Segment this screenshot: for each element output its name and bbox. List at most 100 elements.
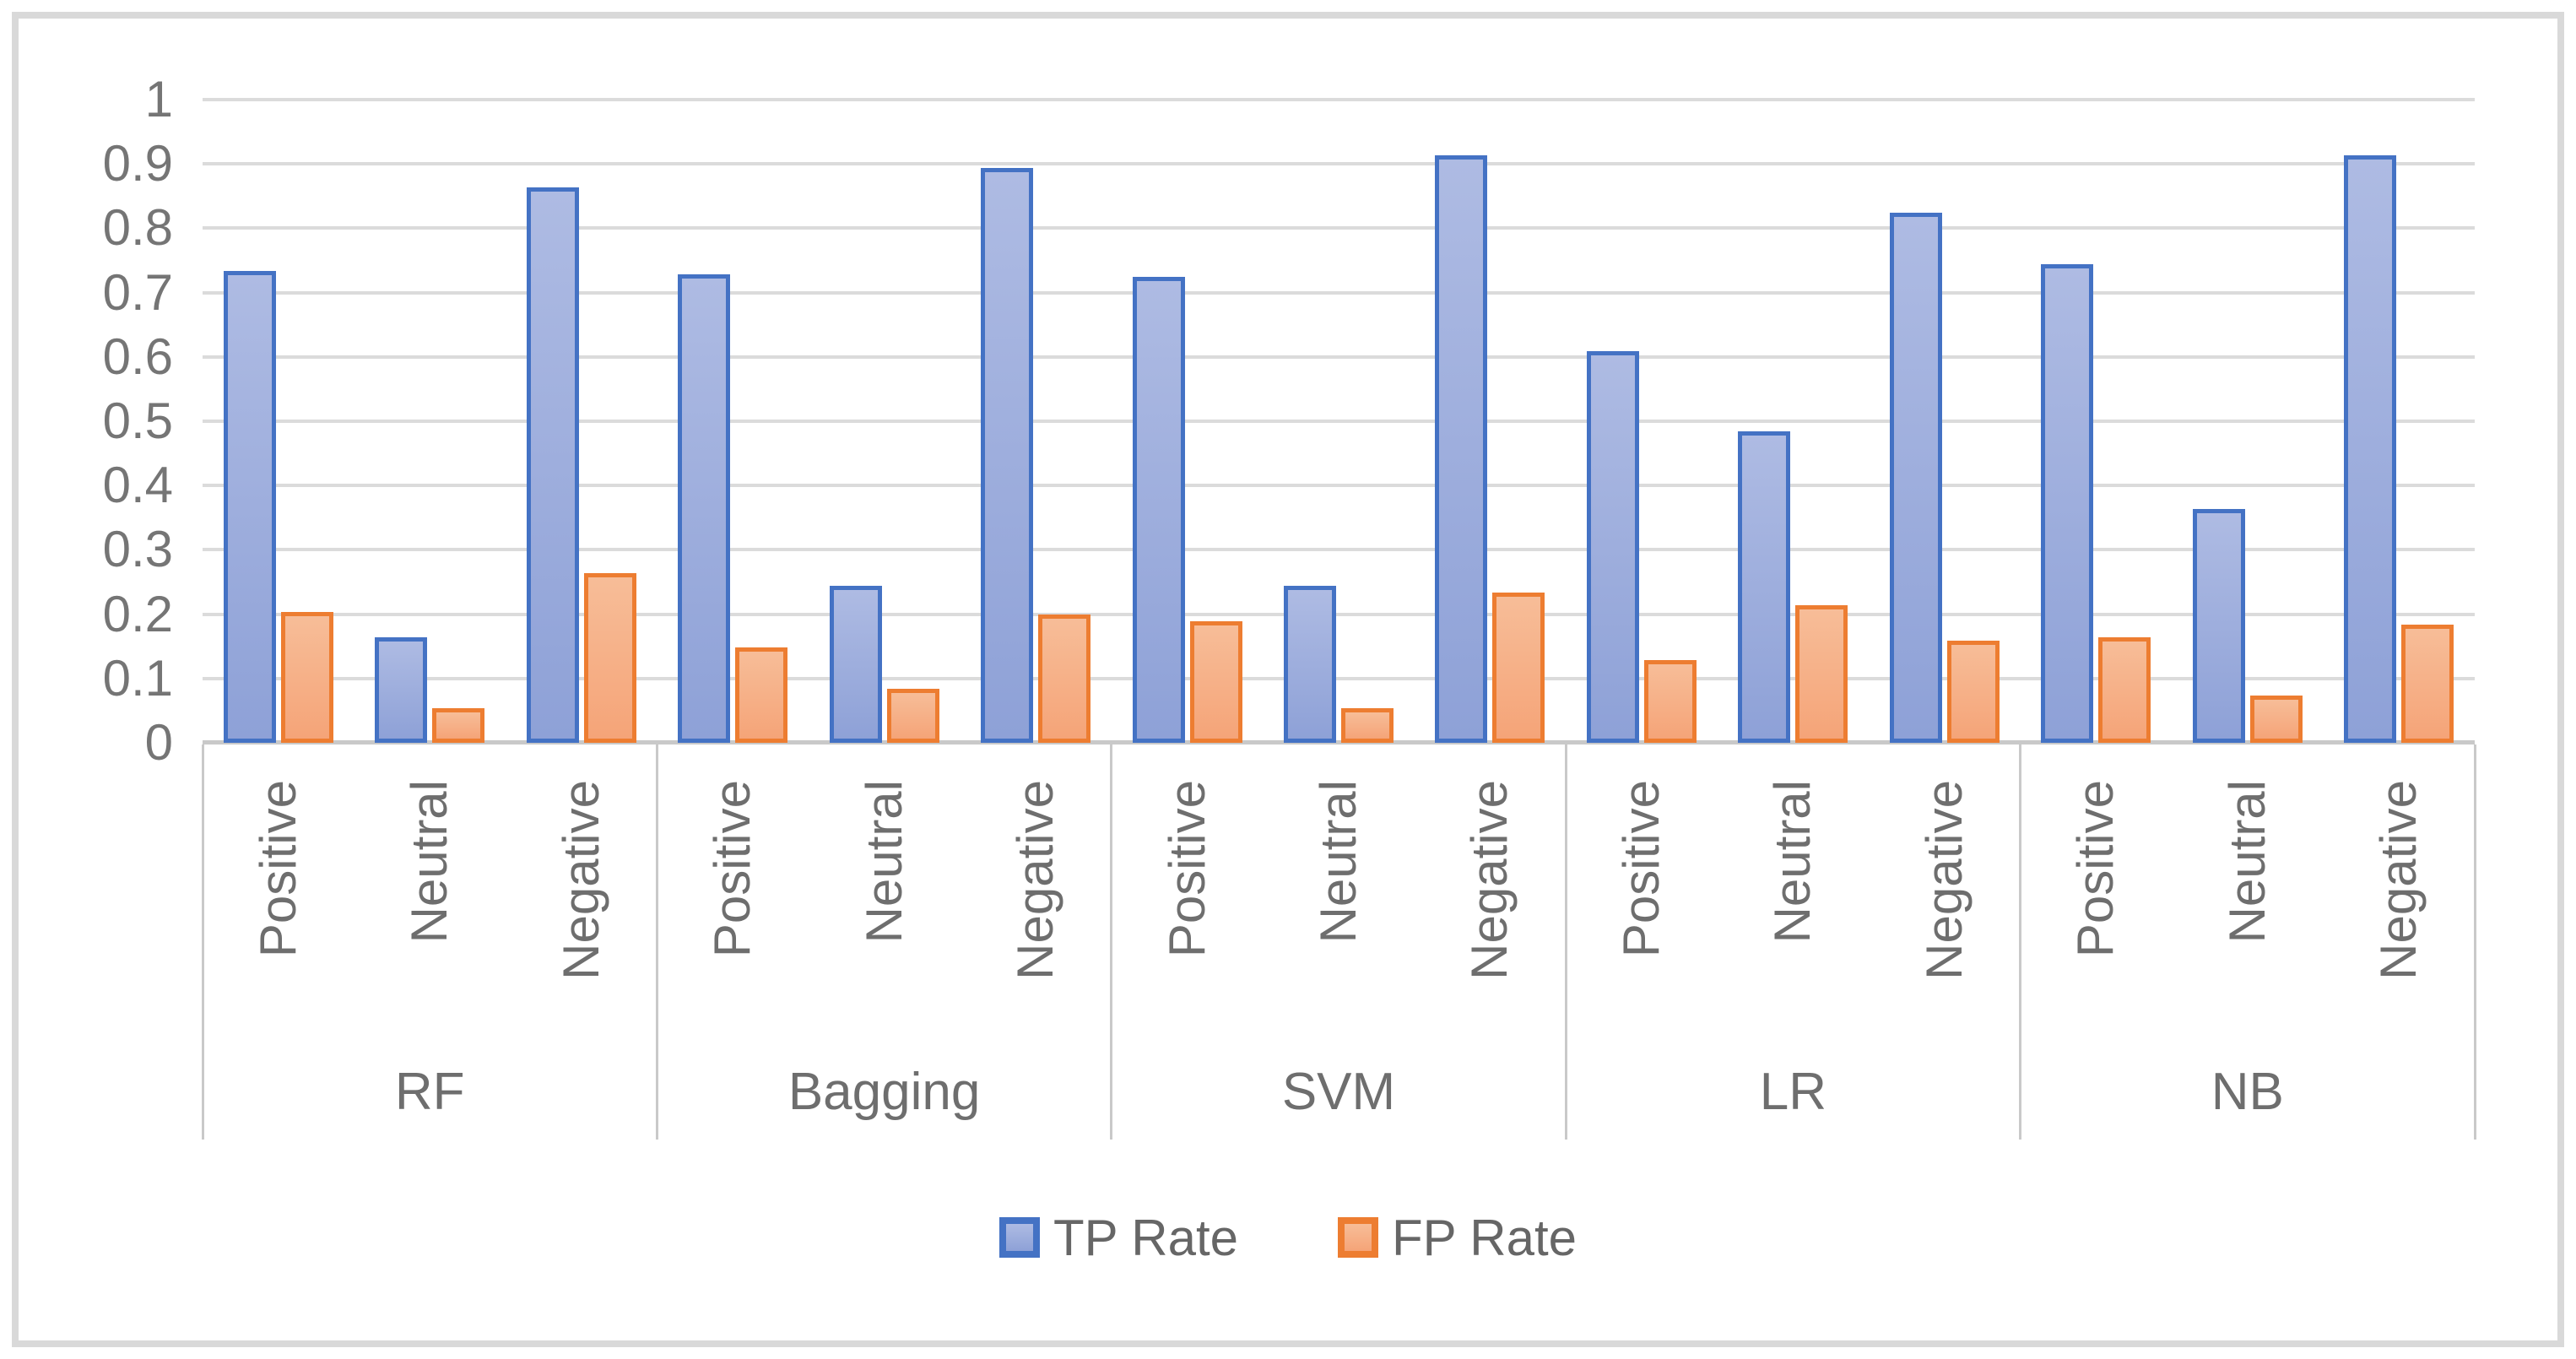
x-axis-line — [203, 740, 2475, 744]
gridline — [203, 290, 2475, 295]
category-label-neutral: Neutral — [1764, 780, 1821, 944]
category-label-row: Positive Neutral Negative — [203, 744, 657, 1040]
bar-fp-rate-bagging-negative — [1038, 615, 1091, 743]
bar-tp-rate-nb-positive — [2041, 264, 2094, 743]
category-label-neutral: Neutral — [1310, 780, 1367, 944]
bar-pair-bagging-negative — [960, 100, 1111, 743]
bar-pair-svm-negative — [1415, 100, 1566, 743]
gridline — [203, 676, 2475, 680]
bar-fp-rate-rf-positive — [280, 612, 333, 743]
bar-tp-rate-bagging-neutral — [829, 586, 882, 743]
axis-group-nb: Positive Neutral Negative NB — [2021, 744, 2475, 1141]
bar-tp-rate-bagging-positive — [678, 274, 731, 743]
legend: TP Rate FP Rate — [0, 1197, 2576, 1278]
axis-divider — [2019, 744, 2022, 1140]
category-cell: Negative — [2324, 744, 2475, 1040]
bar-group-lr — [1566, 100, 2020, 743]
bar-tp-rate-rf-negative — [526, 187, 579, 743]
y-tick-label: 0.7 — [102, 263, 173, 321]
axis-group-bagging: Positive Neutral Negative Bagging — [657, 744, 1111, 1141]
bar-fp-rate-bagging-positive — [735, 647, 788, 743]
gridline — [203, 420, 2475, 423]
category-label-positive: Positive — [704, 780, 761, 958]
bar-tp-rate-rf-positive — [223, 271, 276, 743]
axis-divider — [1110, 744, 1113, 1140]
category-label-neutral: Neutral — [2218, 780, 2276, 944]
axis-divider — [201, 744, 204, 1140]
category-label-neutral: Neutral — [855, 780, 912, 944]
axis-group-svm: Positive Neutral Negative SVM — [1112, 744, 1566, 1141]
bar-fp-rate-nb-neutral — [2249, 696, 2303, 743]
y-tick-label: 0.2 — [102, 585, 173, 642]
category-label-neutral: Neutral — [401, 780, 458, 944]
category-label-negative: Negative — [1915, 780, 1973, 980]
legend-label-tp-rate: TP Rate — [1053, 1209, 1238, 1266]
category-cell: Positive — [203, 744, 354, 1040]
group-label-bagging: Bagging — [787, 1062, 981, 1121]
bar-fp-rate-rf-neutral — [432, 708, 485, 743]
gridline — [203, 226, 2475, 230]
bar-tp-rate-rf-neutral — [375, 637, 428, 743]
bar-pair-rf-negative — [506, 100, 657, 743]
category-cell: Positive — [2021, 744, 2172, 1040]
group-label-rf: RF — [394, 1062, 465, 1121]
category-label-negative: Negative — [1007, 780, 1064, 980]
bar-fp-rate-nb-positive — [2098, 637, 2151, 743]
axis-group-lr: Positive Neutral Negative LR — [1566, 744, 2020, 1141]
bar-fp-rate-lr-positive — [1643, 660, 1697, 743]
plot-area — [203, 100, 2475, 743]
axis-group-rf: Positive Neutral Negative RF — [203, 744, 657, 1141]
legend-swatch-tp-rate-icon — [999, 1217, 1040, 1258]
category-cell: Negative — [1869, 744, 2020, 1040]
bar-group-svm — [1112, 100, 1566, 743]
bar-fp-rate-lr-neutral — [1795, 605, 1848, 743]
bar-pair-nb-negative — [2324, 100, 2475, 743]
group-label-svm: SVM — [1281, 1062, 1396, 1121]
category-cell: Positive — [1112, 744, 1263, 1040]
y-tick-label: 0 — [144, 714, 173, 771]
x-axis-labels: Positive Neutral Negative RF Positive Neutral… — [203, 744, 2475, 1141]
category-cell: Negative — [960, 744, 1111, 1040]
bar-group-bagging — [657, 100, 1111, 743]
category-label-row: Positive Neutral Negative — [2021, 744, 2475, 1040]
category-label-positive: Positive — [1612, 780, 1670, 958]
category-label-row: Positive Neutral Negative — [1566, 744, 2020, 1040]
category-cell: Negative — [506, 744, 657, 1040]
y-tick-label: 1 — [144, 71, 173, 127]
legend-label-fp-rate: FP Rate — [1392, 1209, 1577, 1266]
gridline — [203, 355, 2475, 359]
bar-tp-rate-lr-positive — [1586, 351, 1639, 743]
category-label-negative: Negative — [2370, 780, 2427, 980]
gridline — [203, 98, 2475, 101]
y-tick-label: 0.9 — [102, 135, 173, 192]
legend-item-tp-rate: TP Rate — [999, 1209, 1238, 1267]
bar-pair-bagging-positive — [657, 100, 808, 743]
category-label-positive: Positive — [2067, 780, 2124, 958]
y-tick-label: 0.3 — [102, 521, 173, 578]
gridline — [203, 484, 2475, 488]
category-label-positive: Positive — [249, 780, 306, 958]
category-cell: Negative — [1415, 744, 1566, 1040]
bar-group-rf — [203, 100, 657, 743]
category-label-positive: Positive — [1158, 780, 1215, 958]
bar-pair-lr-neutral — [1718, 100, 1869, 743]
bar-tp-rate-lr-neutral — [1738, 431, 1791, 743]
bar-tp-rate-nb-neutral — [2192, 509, 2245, 743]
axis-divider — [1564, 744, 1567, 1140]
category-cell: Neutral — [1263, 744, 1414, 1040]
bar-tp-rate-lr-negative — [1889, 213, 1942, 743]
category-label-negative: Negative — [1461, 780, 1518, 980]
bar-group-nb — [2021, 100, 2475, 743]
y-tick-label: 0.8 — [102, 199, 173, 257]
gridline — [203, 548, 2475, 552]
bar-pair-nb-neutral — [2172, 100, 2323, 743]
category-cell: Positive — [657, 744, 808, 1040]
bar-fp-rate-svm-neutral — [1341, 708, 1394, 743]
category-label-row: Positive Neutral Negative — [657, 744, 1111, 1040]
bar-pair-lr-positive — [1566, 100, 1717, 743]
gridline — [203, 162, 2475, 166]
bar-pair-lr-negative — [1869, 100, 2020, 743]
category-label-negative: Negative — [552, 780, 609, 980]
bar-tp-rate-bagging-negative — [981, 168, 1034, 743]
